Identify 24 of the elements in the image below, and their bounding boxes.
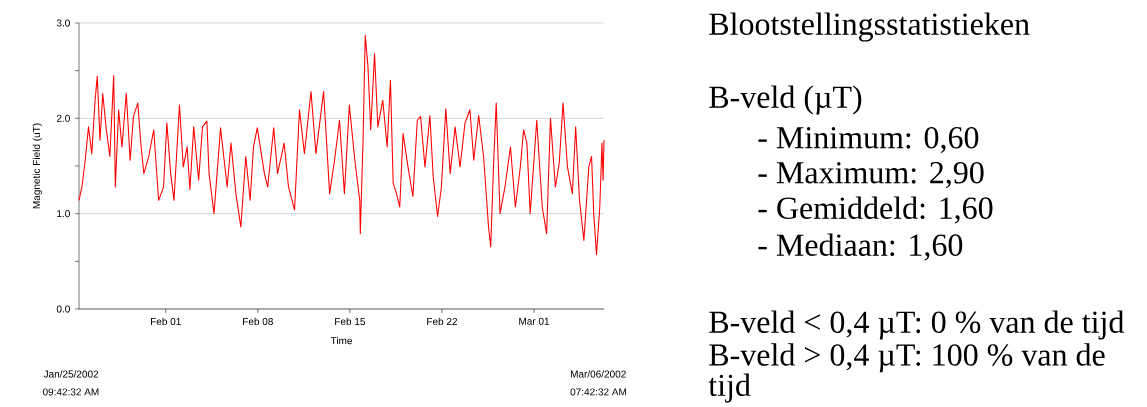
x-tick-label: Mar 01 (519, 317, 550, 325)
x-tick-label: Feb 22 (427, 317, 458, 326)
y-tick-label: 2.0 (56, 114, 70, 122)
text: Mar/06/2002 (570, 370, 626, 378)
x-tick-label: Feb 15 (335, 317, 366, 326)
text: B-veld < 0,4 µT: 0 % van de tijd (709, 310, 1125, 340)
y-axis-title: Magnetic Field (uT) (32, 123, 42, 209)
text: 07:42:32 AM (570, 388, 627, 396)
y-tick-label: 0.0 (56, 305, 70, 313)
text: B-veld (µT) (709, 85, 862, 115)
x-axis-title: Time (330, 336, 352, 345)
text: - Gemiddeld: 1,60 (758, 196, 993, 224)
text: - Maximum: 2,90 (758, 161, 984, 189)
y-tick-label: 3.0 (56, 19, 70, 27)
text: B-veld > 0,4 µT: 100 % van de tijd (708, 343, 1105, 403)
line-series (78, 34, 605, 256)
text: - Mediaan: 1,60 (758, 233, 963, 261)
text: - Minimum: 0,60 (758, 126, 979, 154)
y-tick-label: 1.0 (57, 210, 70, 218)
x-tick-label: Feb 01 (151, 317, 181, 326)
text: Blootstellingsstatistieken (709, 12, 1030, 42)
text: Jan/25/2002 (43, 370, 99, 378)
x-tick-label: Feb 08 (243, 317, 273, 326)
text: 09:42:32 AM (42, 388, 99, 396)
